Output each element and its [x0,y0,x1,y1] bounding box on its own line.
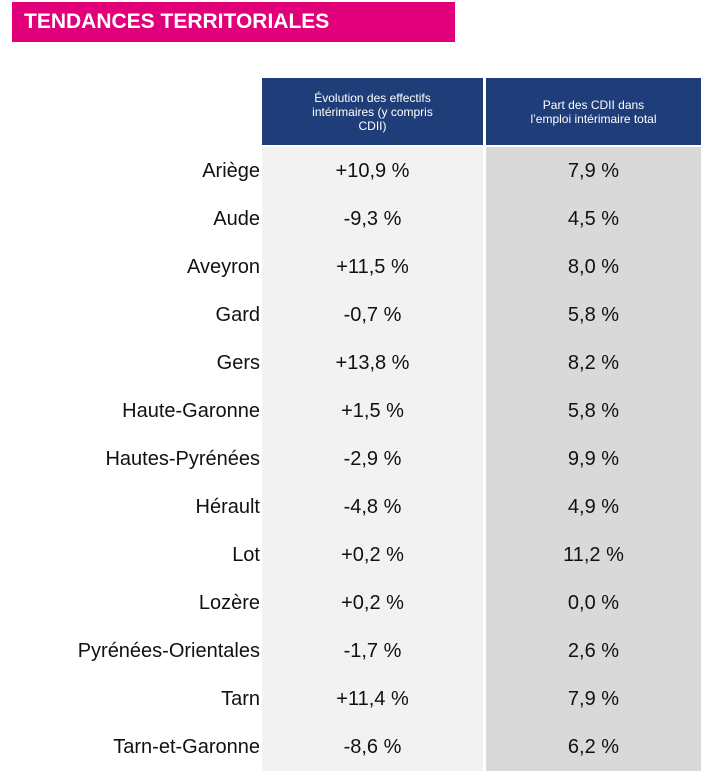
cell: 8,2 % [486,339,701,387]
column-header: Évolution des effectifs intérimaires (y … [262,78,483,145]
cell: 7,9 % [486,147,701,195]
cell: -0,7 % [262,291,483,339]
cell: 4,5 % [486,195,701,243]
cell: 5,8 % [486,387,701,435]
cell: 0,0 % [486,579,701,627]
row-label: Gard [215,304,260,326]
cell: -1,7 % [262,627,483,675]
cell: +0,2 % [262,579,483,627]
cell: 7,9 % [486,675,701,723]
table-row: Hautes-Pyrénées -2,9 % 9,9 % [0,435,717,483]
title-banner: TENDANCES TERRITORIALES [12,2,455,42]
table-row: Hérault -4,8 % 4,9 % [0,483,717,531]
column-header: Part des CDII dans l’emploi intérimaire … [486,78,701,145]
row-label: Tarn-et-Garonne [113,736,260,758]
row-label: Hérault [195,496,260,518]
row-label: Hautes-Pyrénées [105,448,260,470]
row-label: Aveyron [186,256,260,278]
table-row: Lozère +0,2 % 0,0 % [0,579,717,627]
table-row: Pyrénées-Orientales -1,7 % 2,6 % [0,627,717,675]
table-row: Tarn-et-Garonne -8,6 % 6,2 % [0,723,717,771]
cell: 2,6 % [486,627,701,675]
row-label: Haute-Garonne [122,400,260,422]
table-row: Haute-Garonne +1,5 % 5,8 % [0,387,717,435]
cell: -9,3 % [262,195,483,243]
table-row: Gers +13,8 % 8,2 % [0,339,717,387]
cell: -2,9 % [262,435,483,483]
row-label: Ariège [202,160,260,182]
cell: 5,8 % [486,291,701,339]
cell: 4,9 % [486,483,701,531]
table-row: Aveyron +11,5 % 8,0 % [0,243,717,291]
cell: 9,9 % [486,435,701,483]
cell: +13,8 % [262,339,483,387]
cell: 6,2 % [486,723,701,771]
row-label: Pyrénées-Orientales [77,640,260,662]
cell: -4,8 % [262,483,483,531]
table-row: Aude -9,3 % 4,5 % [0,195,717,243]
table-row: Tarn +11,4 % 7,9 % [0,675,717,723]
row-label: Gers [216,352,260,374]
cell: +11,4 % [262,675,483,723]
cell: +0,2 % [262,531,483,579]
cell: +10,9 % [262,147,483,195]
row-label: Lot [232,544,260,566]
row-label: Aude [213,208,260,230]
cell: 8,0 % [486,243,701,291]
table-row: Ariège +10,9 % 7,9 % [0,147,717,195]
cell: -8,6 % [262,723,483,771]
row-label: Tarn [221,688,260,710]
table-row: Gard -0,7 % 5,8 % [0,291,717,339]
cell: +11,5 % [262,243,483,291]
table-row: Lot +0,2 % 11,2 % [0,531,717,579]
cell: 11,2 % [486,531,701,579]
row-label: Lozère [198,592,260,614]
cell: +1,5 % [262,387,483,435]
